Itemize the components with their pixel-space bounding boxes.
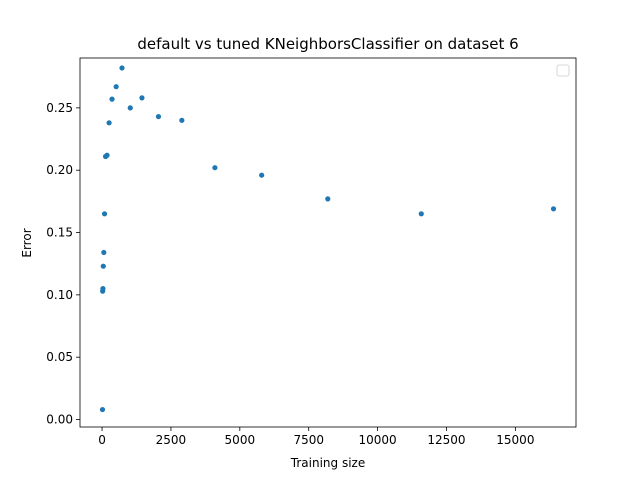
data-point xyxy=(100,286,106,292)
data-point xyxy=(325,196,331,202)
x-tick-label: 12500 xyxy=(427,433,465,447)
x-tick-label: 2500 xyxy=(156,433,187,447)
data-point xyxy=(418,211,424,217)
data-point xyxy=(101,249,107,256)
x-tick-label: 5000 xyxy=(225,433,256,447)
data-point xyxy=(104,152,110,158)
data-point xyxy=(119,65,125,71)
data-point xyxy=(99,406,106,413)
data-points xyxy=(99,65,557,413)
x-axis-label: Training size xyxy=(290,456,365,470)
data-point xyxy=(100,263,106,269)
data-point xyxy=(139,95,145,101)
plot-frame xyxy=(79,57,577,428)
y-tick-label: 0.10 xyxy=(46,288,73,302)
legend-box xyxy=(556,64,570,77)
y-axis-label: Error xyxy=(20,228,34,257)
y-tick-label: 0.05 xyxy=(46,350,73,364)
data-point xyxy=(179,117,185,123)
y-tick-label: 0.15 xyxy=(46,226,73,240)
data-point xyxy=(106,120,112,126)
data-point xyxy=(550,206,557,212)
x-tick-label: 10000 xyxy=(359,433,397,447)
x-tick-label: 7500 xyxy=(293,433,324,447)
data-point xyxy=(259,172,265,178)
x-axis-ticks: 0 2500 5000 7500 10000 12500 15000 xyxy=(98,427,534,447)
data-point xyxy=(127,105,133,111)
y-tick-label: 0.25 xyxy=(46,101,73,115)
y-axis-ticks: 0.00 0.05 0.10 0.15 0.20 0.25 xyxy=(46,101,80,427)
data-point xyxy=(101,211,108,217)
x-tick-label: 0 xyxy=(98,433,106,447)
y-tick-label: 0.20 xyxy=(46,163,73,177)
x-tick-label: 15000 xyxy=(496,433,534,447)
data-point xyxy=(109,96,115,102)
plot-area xyxy=(80,58,576,427)
data-point xyxy=(212,165,218,171)
y-tick-label: 0.00 xyxy=(46,413,73,427)
data-point xyxy=(155,113,162,120)
data-point xyxy=(113,84,119,90)
chart-title: default vs tuned KNeighborsClassifier on… xyxy=(137,35,518,53)
